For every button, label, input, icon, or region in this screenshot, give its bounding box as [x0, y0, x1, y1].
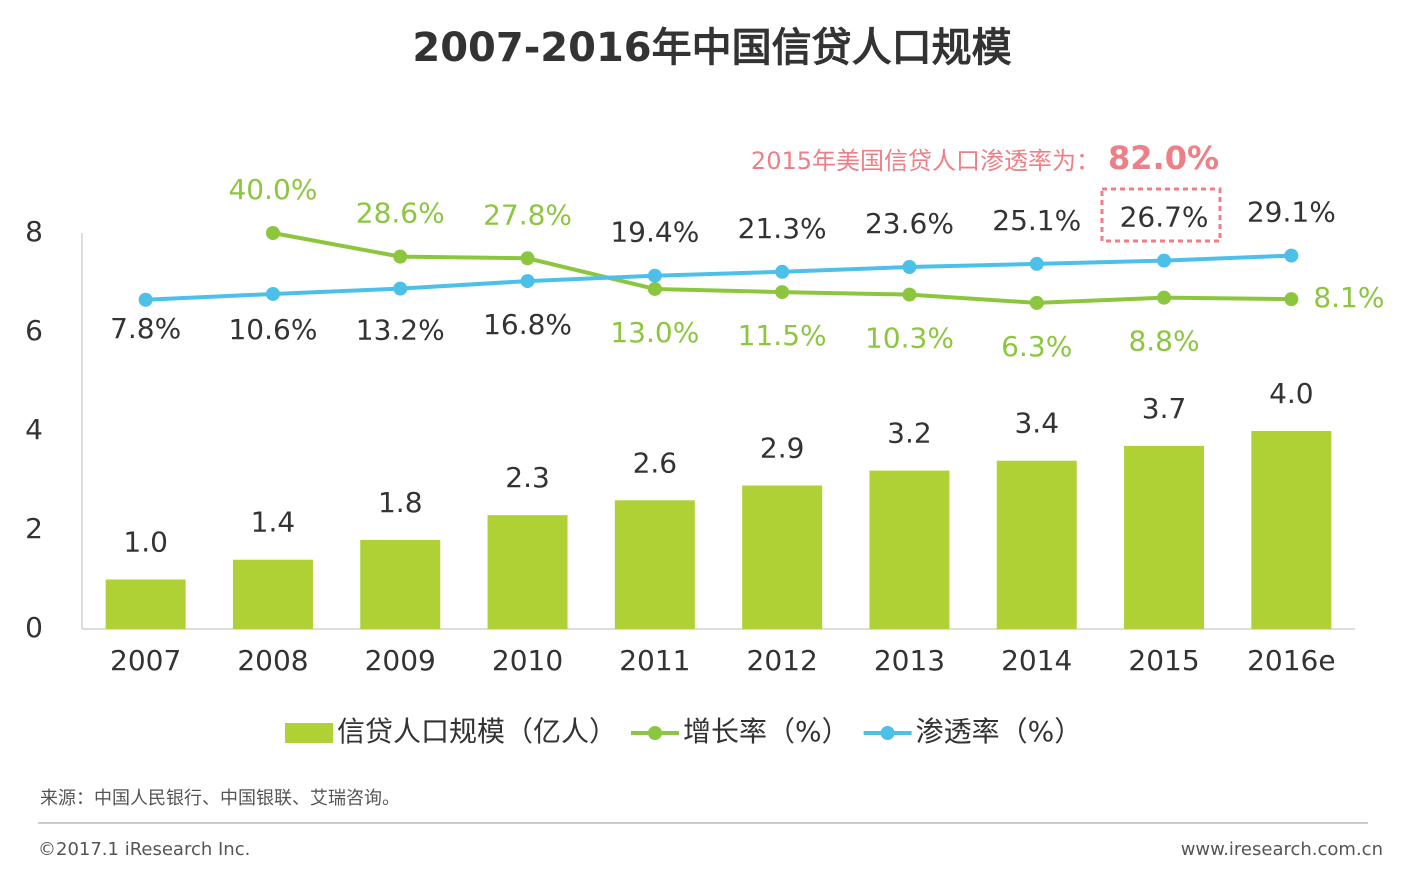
- point: [902, 260, 917, 275]
- point: [1029, 256, 1044, 271]
- bar: [105, 579, 186, 629]
- point: [1157, 253, 1172, 268]
- highlight-box: [1100, 187, 1222, 243]
- bar-label: 3.4: [1014, 407, 1059, 440]
- y-tick-label: 6: [25, 314, 43, 347]
- point: [775, 264, 790, 279]
- y-tick-label: 0: [25, 611, 43, 644]
- x-tick-label: 2012: [747, 644, 818, 677]
- bar: [614, 500, 695, 629]
- legend-label: 信贷人口规模（亿人）: [337, 715, 617, 748]
- x-tick-label: 2008: [237, 644, 308, 677]
- bar-label: 4.0: [1269, 377, 1314, 410]
- copyright: ©2017.1 iResearch Inc.: [38, 839, 250, 860]
- point: [775, 285, 790, 300]
- point: [1284, 292, 1299, 307]
- legend-swatch: [880, 726, 895, 740]
- point-label: 10.6%: [228, 313, 317, 346]
- legend-label: 增长率（%）: [683, 715, 850, 748]
- point: [647, 268, 662, 283]
- legend-swatch: [648, 726, 663, 740]
- point-label: 26.7%: [1120, 201, 1209, 234]
- point-label: 6.3%: [1001, 330, 1072, 363]
- bar-label: 2.9: [760, 431, 805, 464]
- point-label: 10.3%: [865, 322, 954, 355]
- bar-label: 2.3: [505, 461, 550, 494]
- y-tick-label: 4: [25, 413, 43, 446]
- bar-label: 1.0: [123, 526, 168, 559]
- point: [393, 281, 408, 296]
- point-label: 11.5%: [738, 319, 827, 352]
- website: www.iresearch.com.cn: [1181, 839, 1383, 860]
- x-tick-label: 2009: [365, 644, 436, 677]
- point-label: 25.1%: [992, 204, 1081, 237]
- point-label: 27.8%: [483, 198, 572, 231]
- x-tick-label: 2010: [492, 644, 563, 677]
- point: [138, 292, 153, 307]
- bar: [869, 470, 950, 629]
- point-label: 13.2%: [356, 314, 445, 347]
- line: [145, 253, 1292, 302]
- bar-label: 2.6: [633, 446, 678, 479]
- x-tick-label: 2007: [110, 644, 181, 677]
- bar: [360, 539, 441, 629]
- point: [520, 251, 535, 266]
- point: [1157, 290, 1172, 305]
- x-tick-label: 2011: [619, 644, 690, 677]
- chart-title: 2007-2016年中国信贷人口规模: [412, 25, 1011, 71]
- bar-label: 3.7: [1142, 392, 1187, 425]
- point-label: 16.8%: [483, 308, 572, 341]
- y-tick-label: 8: [25, 215, 43, 248]
- x-tick-label: 2014: [1001, 644, 1072, 677]
- point: [647, 281, 662, 296]
- bar-label: 1.4: [251, 506, 296, 539]
- point: [902, 287, 917, 302]
- point-label: 40.0%: [228, 173, 317, 206]
- bar: [487, 515, 568, 629]
- annotation: 2015年美国信贷人口渗透率为：: [751, 147, 1100, 175]
- x-tick-label: 2013: [874, 644, 945, 677]
- point-label: 28.6%: [356, 197, 445, 230]
- point-label: 21.3%: [738, 212, 827, 245]
- bar-label: 1.8: [378, 486, 423, 519]
- legend-swatch: [285, 723, 333, 743]
- legend-label: 渗透率（%）: [916, 715, 1083, 748]
- point-label: 19.4%: [610, 216, 699, 249]
- point: [393, 249, 408, 264]
- x-tick-label: 2015: [1128, 644, 1199, 677]
- point-label: 8.8%: [1128, 325, 1199, 358]
- bar-label: 3.2: [887, 417, 932, 450]
- bar: [996, 460, 1077, 629]
- annotation-value: 82.0%: [1108, 139, 1219, 177]
- bar: [232, 559, 313, 629]
- bar: [742, 485, 823, 629]
- point-label: 8.1%: [1313, 281, 1384, 314]
- bar: [1251, 431, 1332, 629]
- point: [265, 286, 280, 301]
- source: 来源：中国人民银行、中国银联、艾瑞咨询。: [40, 788, 400, 809]
- point: [520, 274, 535, 289]
- point-label: 7.8%: [110, 312, 181, 345]
- y-tick-label: 2: [25, 512, 43, 545]
- point-label: 13.0%: [610, 316, 699, 349]
- point-label: 29.1%: [1247, 196, 1336, 229]
- bar: [1124, 445, 1205, 629]
- point: [1284, 248, 1299, 263]
- x-tick-label: 2016e: [1247, 644, 1335, 677]
- point: [1029, 295, 1044, 310]
- point: [265, 226, 280, 240]
- point-label: 23.6%: [865, 207, 954, 240]
